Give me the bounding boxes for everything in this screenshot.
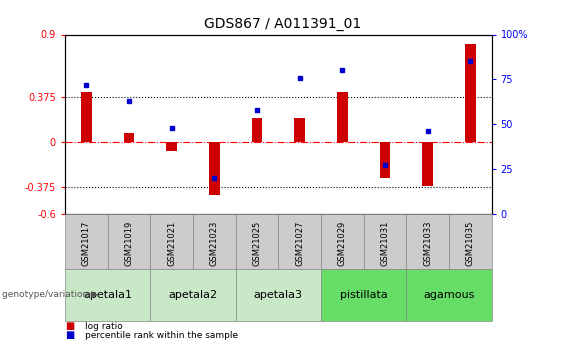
Text: ■: ■ <box>65 330 74 340</box>
FancyBboxPatch shape <box>406 269 492 321</box>
Text: GDS867 / A011391_01: GDS867 / A011391_01 <box>204 17 361 31</box>
Text: GSM21031: GSM21031 <box>380 221 389 266</box>
Text: ■: ■ <box>65 321 74 331</box>
Text: apetala1: apetala1 <box>83 290 132 300</box>
Bar <box>294 118 305 142</box>
FancyBboxPatch shape <box>279 214 321 269</box>
Text: log ratio: log ratio <box>85 322 123 331</box>
Bar <box>380 142 390 178</box>
FancyBboxPatch shape <box>449 214 492 269</box>
Bar <box>124 132 134 142</box>
Text: GSM21029: GSM21029 <box>338 221 347 266</box>
Bar <box>209 142 220 195</box>
FancyBboxPatch shape <box>65 269 150 321</box>
FancyBboxPatch shape <box>65 214 107 269</box>
FancyBboxPatch shape <box>193 214 236 269</box>
Text: agamous: agamous <box>423 290 475 300</box>
Text: percentile rank within the sample: percentile rank within the sample <box>85 331 238 340</box>
Text: GSM21033: GSM21033 <box>423 221 432 266</box>
FancyBboxPatch shape <box>406 214 449 269</box>
FancyBboxPatch shape <box>364 214 406 269</box>
Bar <box>166 142 177 150</box>
Bar <box>81 92 92 142</box>
Text: GSM21021: GSM21021 <box>167 221 176 266</box>
Text: GSM21017: GSM21017 <box>82 221 91 266</box>
Bar <box>337 92 347 142</box>
Text: GSM21027: GSM21027 <box>295 221 304 266</box>
FancyBboxPatch shape <box>236 214 279 269</box>
Bar <box>422 142 433 186</box>
Text: apetala2: apetala2 <box>168 290 218 300</box>
Text: GSM21035: GSM21035 <box>466 221 475 266</box>
FancyBboxPatch shape <box>236 269 321 321</box>
FancyBboxPatch shape <box>150 269 236 321</box>
Text: genotype/variation ▶: genotype/variation ▶ <box>2 290 98 299</box>
FancyBboxPatch shape <box>321 269 406 321</box>
Text: apetala3: apetala3 <box>254 290 303 300</box>
FancyBboxPatch shape <box>150 214 193 269</box>
Text: GSM21019: GSM21019 <box>124 221 133 266</box>
Bar <box>465 44 476 142</box>
Text: pistillata: pistillata <box>340 290 388 300</box>
FancyBboxPatch shape <box>321 214 364 269</box>
Text: GSM21023: GSM21023 <box>210 221 219 266</box>
Text: GSM21025: GSM21025 <box>253 221 262 266</box>
Bar <box>251 118 262 142</box>
FancyBboxPatch shape <box>107 214 150 269</box>
